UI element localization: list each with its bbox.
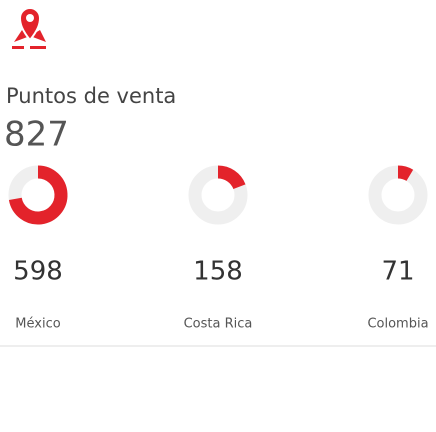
value-label: 158 (193, 257, 243, 287)
donut-segment (8, 165, 68, 225)
pin-icon (12, 7, 46, 49)
donut-segment (397, 165, 414, 182)
category-label: Costa Rica (184, 317, 253, 332)
donut-segment (217, 165, 246, 190)
value-label: 598 (13, 257, 63, 287)
category-label: México (15, 317, 60, 332)
donut-track (368, 165, 428, 225)
total: 827 (4, 115, 69, 155)
category-label: Colombia (367, 317, 428, 332)
value-label: 71 (381, 257, 414, 287)
title: Puntos de venta (6, 84, 176, 108)
